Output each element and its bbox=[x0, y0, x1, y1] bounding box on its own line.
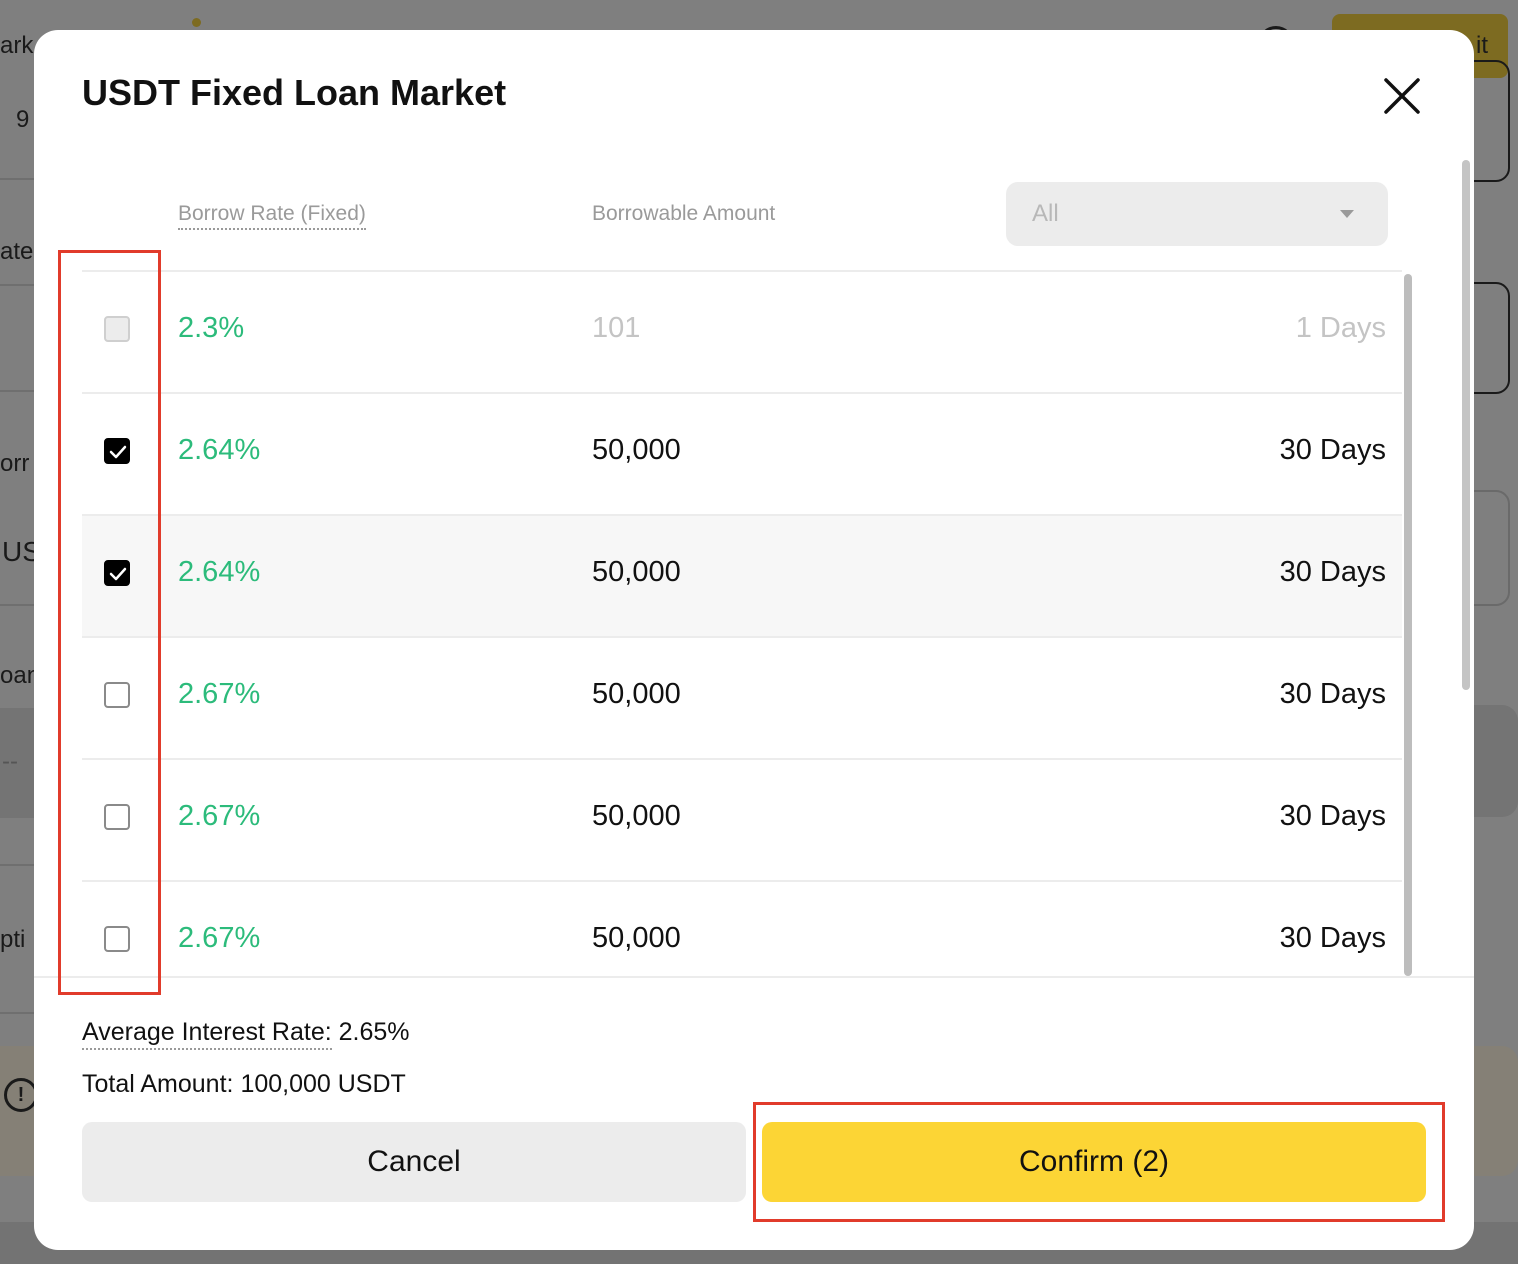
background-divider bbox=[0, 390, 40, 392]
row-checkbox[interactable] bbox=[104, 804, 130, 830]
table-row[interactable]: 2.64% 50,000 30 Days bbox=[82, 516, 1402, 638]
background-divider bbox=[0, 178, 40, 180]
term-cell: 30 Days bbox=[1279, 922, 1386, 954]
cancel-button[interactable]: Cancel bbox=[82, 1122, 746, 1202]
annotation-confirm-button bbox=[753, 1102, 1445, 1222]
close-icon[interactable] bbox=[1380, 74, 1424, 118]
term-filter-select[interactable]: All bbox=[1006, 182, 1388, 246]
total-amount-label: Total Amount: bbox=[82, 1070, 234, 1098]
background-text: orr bbox=[0, 450, 30, 477]
row-checkbox[interactable] bbox=[104, 926, 130, 952]
amount-cell: 50,000 bbox=[592, 800, 681, 832]
amount-cell: 50,000 bbox=[592, 556, 681, 588]
rate-cell: 2.64% bbox=[178, 556, 261, 588]
background-input bbox=[1474, 705, 1518, 817]
amount-cell: 50,000 bbox=[592, 434, 681, 466]
row-checkbox[interactable] bbox=[104, 560, 130, 586]
table-scrollbar[interactable] bbox=[1404, 274, 1412, 976]
background-dot bbox=[192, 18, 201, 27]
loan-offers-table: 2.3% 101 1 Days 2.64% 50,000 30 Days 2.6… bbox=[82, 270, 1402, 978]
background-text: pti bbox=[0, 926, 26, 953]
row-checkbox[interactable] bbox=[104, 438, 130, 464]
total-amount-value: 100,000 USDT bbox=[240, 1070, 406, 1098]
background-divider bbox=[0, 284, 40, 286]
dialog-scrollbar[interactable] bbox=[1462, 160, 1470, 690]
average-interest-label[interactable]: Average Interest Rate: bbox=[82, 1018, 332, 1050]
filter-value: All bbox=[1032, 200, 1059, 227]
chevron-down-icon bbox=[1340, 210, 1354, 218]
background-divider bbox=[0, 604, 40, 606]
table-row[interactable]: 2.67% 50,000 30 Days bbox=[82, 638, 1402, 760]
table-row[interactable]: 2.67% 50,000 30 Days bbox=[82, 760, 1402, 882]
background-text: ate bbox=[0, 238, 34, 265]
borrow-rate-header[interactable]: Borrow Rate (Fixed) bbox=[178, 202, 366, 230]
amount-cell: 50,000 bbox=[592, 678, 681, 710]
term-cell: 30 Days bbox=[1279, 800, 1386, 832]
background-text: -- bbox=[2, 748, 18, 775]
term-cell: 1 Days bbox=[1295, 312, 1386, 344]
term-cell: 30 Days bbox=[1279, 434, 1386, 466]
table-row[interactable]: 2.64% 50,000 30 Days bbox=[82, 394, 1402, 516]
checkmark-icon bbox=[109, 567, 127, 581]
background-input bbox=[0, 708, 40, 818]
table-row[interactable]: 2.67% 50,000 30 Days bbox=[82, 882, 1402, 978]
borrowable-amount-header: Borrowable Amount bbox=[592, 202, 776, 225]
table-row: 2.3% 101 1 Days bbox=[82, 272, 1402, 394]
loan-market-dialog: USDT Fixed Loan Market Borrow Rate (Fixe… bbox=[34, 30, 1474, 1250]
rate-cell: 2.67% bbox=[178, 678, 261, 710]
rate-cell: 2.67% bbox=[178, 922, 261, 954]
term-cell: 30 Days bbox=[1279, 556, 1386, 588]
row-checkbox[interactable] bbox=[104, 682, 130, 708]
rate-cell: 2.67% bbox=[178, 800, 261, 832]
background-divider bbox=[0, 1012, 40, 1014]
total-amount: Total Amount: 100,000 USDT bbox=[82, 1070, 406, 1099]
checkmark-icon bbox=[109, 445, 127, 459]
alert-icon: ! bbox=[4, 1078, 38, 1112]
rate-cell: 2.64% bbox=[178, 434, 261, 466]
amount-cell: 101 bbox=[592, 312, 641, 344]
annotation-checkbox-column bbox=[58, 250, 161, 995]
rate-cell: 2.3% bbox=[178, 312, 245, 344]
row-checkbox bbox=[104, 316, 130, 342]
confirm-button[interactable]: Confirm (2) bbox=[762, 1122, 1426, 1202]
average-interest-value: 2.65% bbox=[338, 1018, 410, 1046]
table-header: Borrow Rate (Fixed) Borrowable Amount Al… bbox=[82, 180, 1402, 270]
average-interest-rate: Average Interest Rate: 2.65% bbox=[82, 1018, 410, 1050]
dialog-title: USDT Fixed Loan Market bbox=[82, 72, 507, 113]
background-divider bbox=[0, 864, 40, 866]
amount-cell: 50,000 bbox=[592, 922, 681, 954]
background-text: oan bbox=[0, 662, 41, 689]
background-notice bbox=[1474, 1046, 1518, 1176]
term-cell: 30 Days bbox=[1279, 678, 1386, 710]
background-text: 9 bbox=[16, 106, 30, 133]
background-text: ark bbox=[0, 32, 34, 59]
footer-divider bbox=[34, 976, 1474, 978]
